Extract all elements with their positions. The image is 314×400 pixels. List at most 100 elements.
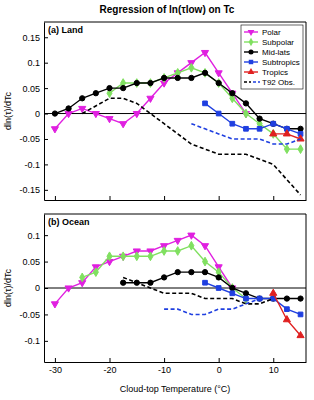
x-tick [55,196,56,200]
x-tick-label: 10 [269,365,279,375]
point [298,312,303,317]
point [244,126,249,131]
point [175,269,180,274]
series-line [205,103,301,134]
x-tick-label: -30 [49,365,62,375]
y-tick-label: 0.15 [22,33,40,43]
x-tick-mark [110,196,111,200]
y-tick: -0.1 [24,336,48,346]
point [271,121,276,126]
point [216,275,221,280]
panel: -0.15-0.1-0.0500.050.10.15dln(τ)/dTc(a) … [3,22,307,201]
y-tick: -0.05 [19,310,48,320]
point [65,286,72,292]
x-tick-mark [164,358,165,362]
x-tick: 10 [269,358,279,375]
legend-marker [249,60,253,64]
series-line [55,53,246,129]
point [51,127,58,133]
legend-label: Mid-lats [262,48,290,57]
y-tick: 0 [35,283,48,293]
point [215,71,222,77]
x-axis: -30-20-10010 [45,358,307,375]
x-tick-mark [219,196,220,200]
point [162,247,167,256]
point [161,275,166,280]
x-tick-mark [55,358,56,362]
y-tick: 0.1 [27,58,48,68]
y-tick-mark [44,314,48,315]
legend-marker [249,38,254,46]
point [175,247,180,256]
point [66,106,71,111]
legend-label: Polar [262,28,281,37]
point [230,91,235,96]
y-tick-label: 0 [35,283,40,293]
y-tick-label: -0.05 [19,310,40,320]
point [283,316,290,322]
point [216,79,221,88]
point [283,130,290,136]
panel: -30-20-10010-0.1-0.0500.050.1dln(τ)/dTcC… [3,214,307,394]
y-tick: -0.1 [24,160,48,170]
point [175,75,180,80]
x-tick [164,196,165,200]
point [134,80,139,85]
legend-marker [248,30,255,36]
y-tick-label: 0 [35,109,40,119]
series-line [55,235,232,304]
y-tick-label: -0.1 [24,336,40,346]
point [120,280,125,285]
point [121,252,126,261]
y-tick-label: 0.1 [27,58,40,68]
y-tick-mark [44,114,48,115]
x-tick-mark [273,358,274,362]
legend-marker [248,49,253,54]
point [93,91,98,96]
y-tick-mark [44,288,48,289]
y-tick-mark [44,164,48,165]
point [162,74,167,83]
series-line [273,293,300,335]
point [93,268,98,277]
legend-label: T92 Obs. [262,78,295,87]
point [216,111,221,116]
point [120,122,127,128]
point [270,130,277,136]
y-tick-label: -0.15 [19,185,40,195]
point [189,269,194,274]
point [270,289,277,295]
point [230,291,235,296]
point [202,269,207,274]
point [80,96,85,101]
plot-area [51,50,304,194]
x-tick: 0 [217,358,222,375]
point [134,79,139,88]
series-line [110,68,301,149]
x-tick [110,196,111,200]
panel-title: (a) Land [48,25,83,35]
plot-area [51,233,304,338]
point [52,111,57,116]
series-line [123,277,273,303]
point [107,85,112,90]
point [106,117,113,123]
y-tick-label: -0.1 [24,160,40,170]
point [92,111,99,117]
legend-swatch [244,81,251,82]
y-tick-label: 0.05 [22,257,40,267]
point [285,307,290,312]
legend: PolarSubpolarMid-latsSubtropicsTropicsT9… [241,25,303,89]
y-tick-label: -0.05 [19,134,40,144]
point [298,126,303,131]
point [244,296,249,301]
point [148,280,153,285]
frame-top [44,22,306,23]
zero-line [44,288,306,289]
point [257,126,262,131]
y-tick: 0.1 [27,231,48,241]
y-tick-label: 0.05 [22,83,40,93]
point [201,244,208,250]
point [203,101,208,106]
x-axis-line [45,362,307,363]
